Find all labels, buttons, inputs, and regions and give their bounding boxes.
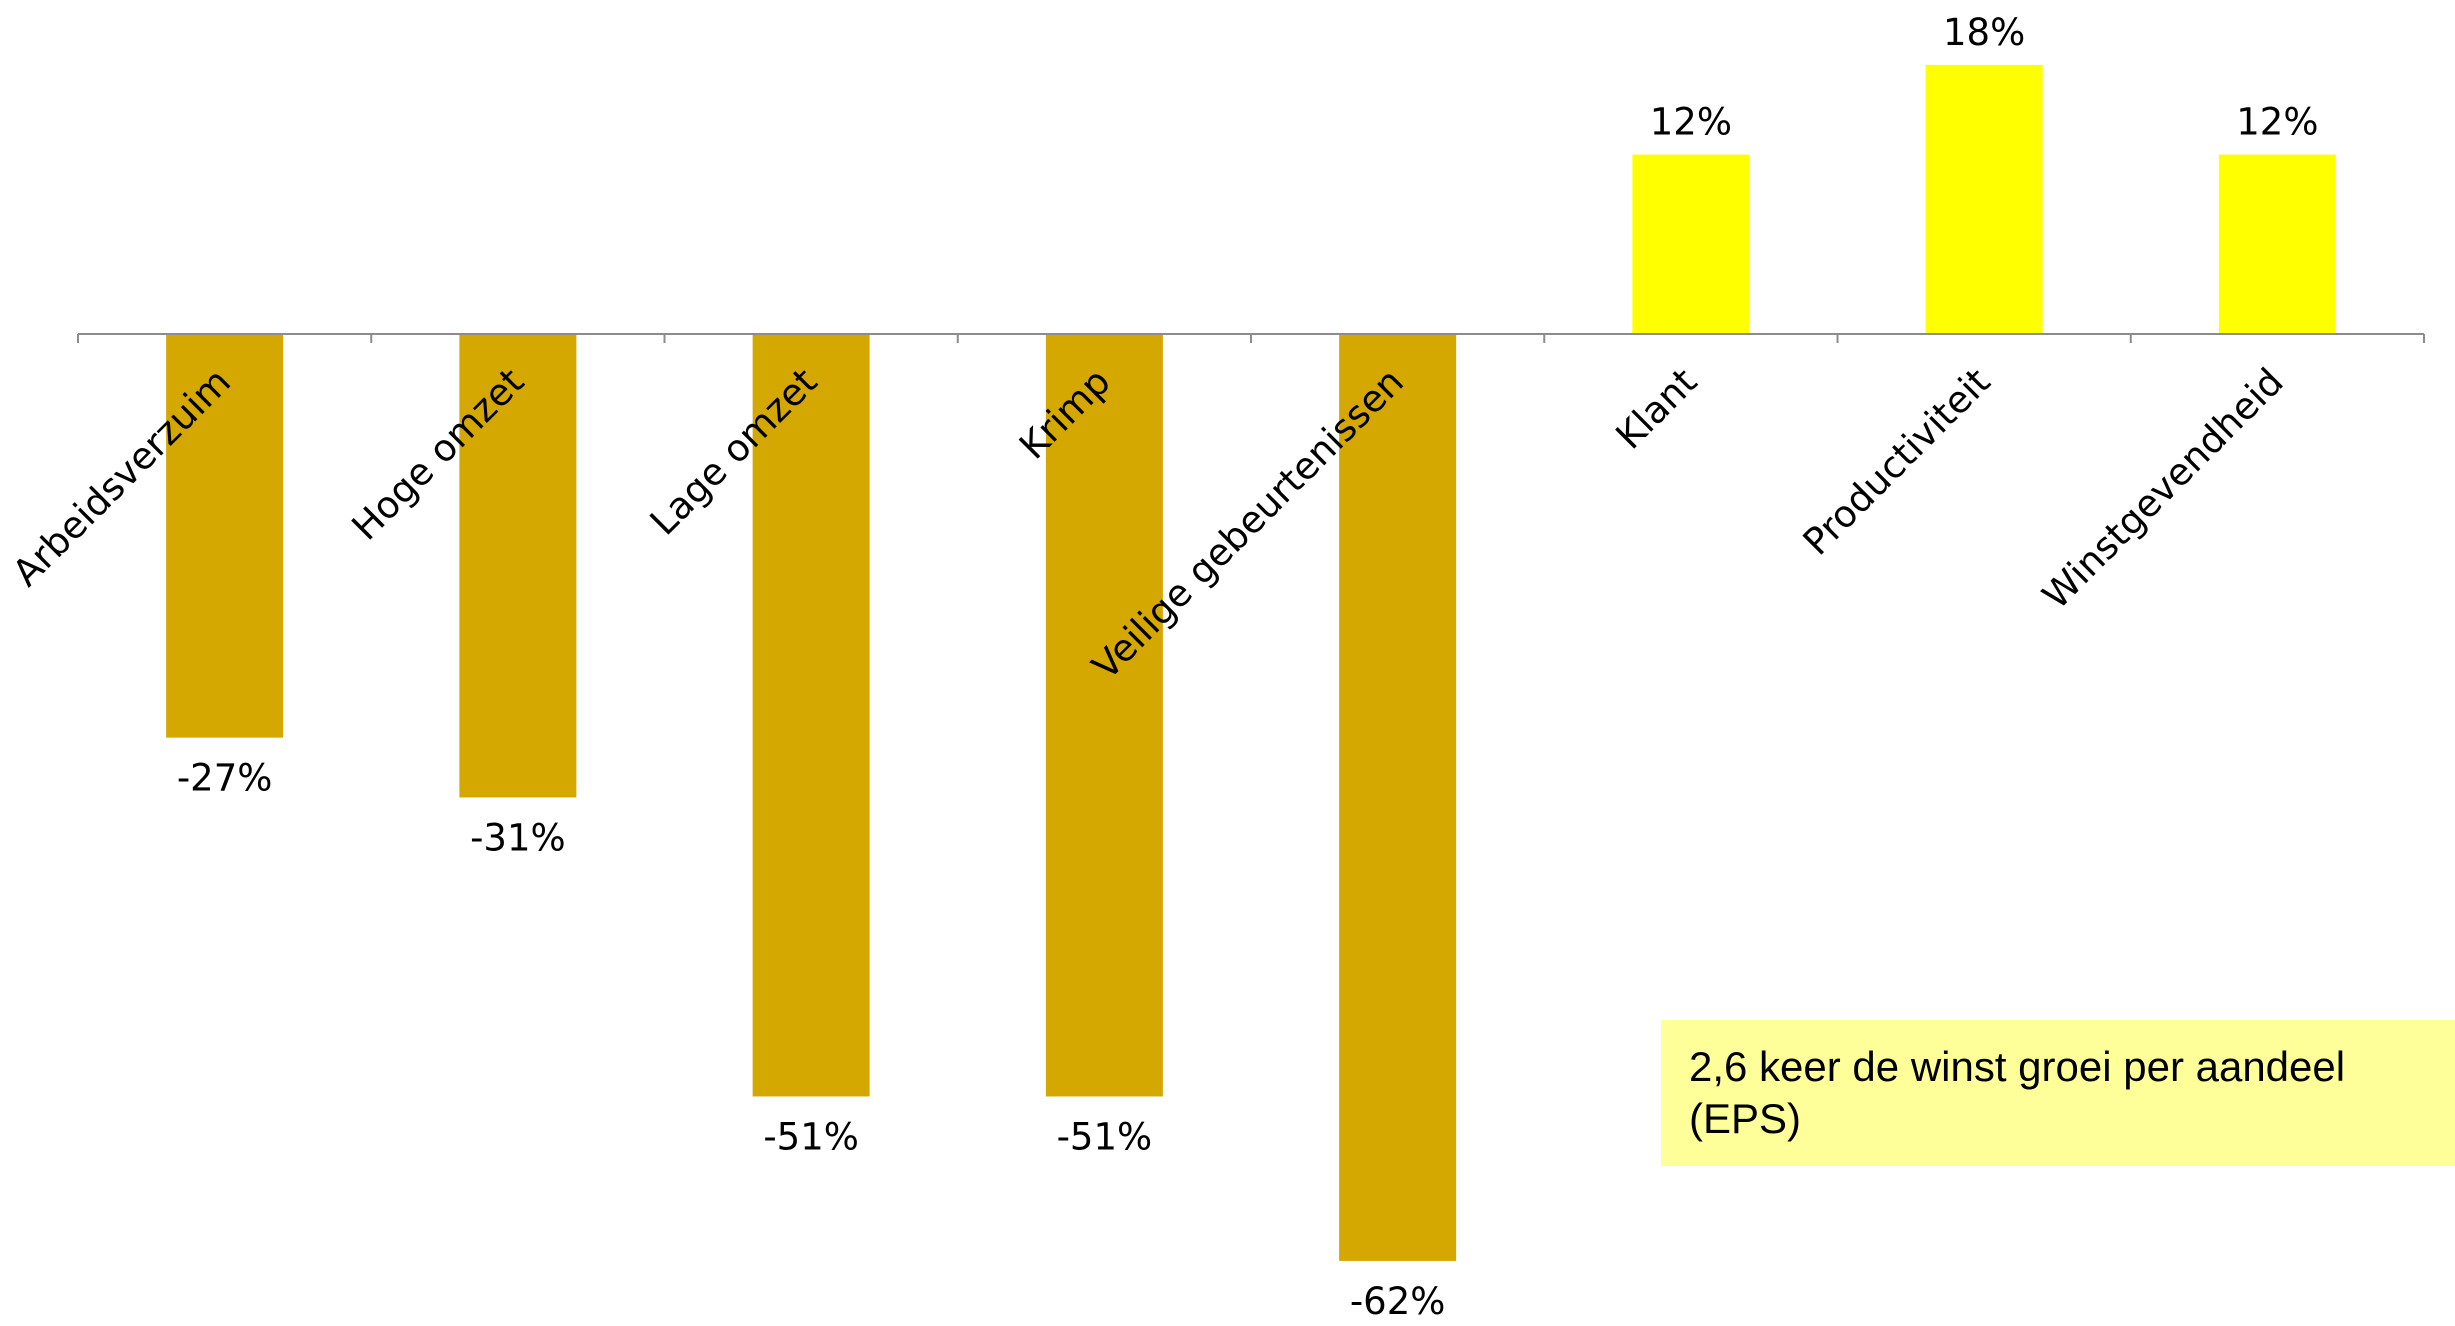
data-label: -27% <box>177 757 273 800</box>
data-labels-group: -27% -31% -51% -51% -62% 12% 18% 12% <box>177 11 2319 1323</box>
bar-productiviteit <box>1925 64 2043 335</box>
bar-veilige-gebeurtenissen <box>1339 334 1457 1261</box>
category-label: Winstgevendheid <box>2034 360 2291 617</box>
data-label: 12% <box>1650 101 1732 144</box>
bar-klant <box>1632 154 1750 334</box>
category-axis <box>77 333 2425 343</box>
note-box: 2,6 keer de winst groei per aandeel (EPS… <box>1661 1020 2455 1166</box>
note-text: 2,6 keer de winst groei per aandeel (EPS… <box>1689 1043 2346 1142</box>
bar-krimp <box>1045 334 1163 1097</box>
bars-group <box>166 64 2336 1261</box>
category-label: Klant <box>1608 360 1706 458</box>
data-label: -51% <box>763 1115 859 1158</box>
bar-hoge-omzet <box>459 334 577 798</box>
data-label: -62% <box>1350 1280 1446 1323</box>
data-label: -31% <box>470 816 566 859</box>
data-label: 18% <box>1943 11 2025 54</box>
data-label: 12% <box>2236 101 2318 144</box>
bar-winstgevendheid <box>2218 154 2336 334</box>
bar-lage-omzet <box>752 334 870 1097</box>
bar-arbeidsverzuim <box>166 334 284 738</box>
category-label: Productiviteit <box>1795 360 1999 564</box>
data-label: -51% <box>1057 1115 1153 1158</box>
